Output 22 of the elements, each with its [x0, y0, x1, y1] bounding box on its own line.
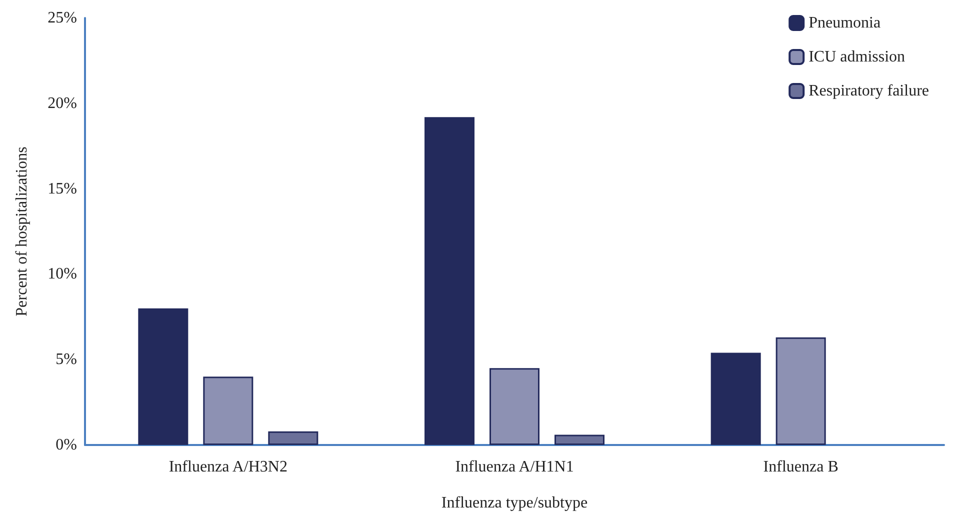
x-tick-label: Influenza A/H1N1: [455, 458, 574, 476]
y-tick-label: 15%: [48, 180, 77, 198]
y-tick-label: 20%: [48, 94, 77, 112]
y-tick-label: 0%: [56, 436, 77, 454]
x-tick-label: Influenza B: [763, 458, 838, 476]
x-tick-label: Influenza A/H3N2: [168, 458, 288, 476]
x-axis-title: Influenza type/subtype: [441, 494, 588, 512]
bar: [424, 117, 474, 445]
bar: [710, 352, 761, 445]
bar: [268, 431, 318, 445]
bar: [776, 337, 826, 445]
legend-label: Pneumonia: [808, 14, 881, 32]
y-axis-title: Percent of hospitalizations: [14, 146, 30, 316]
bar: [554, 434, 604, 445]
bar: [203, 376, 254, 445]
y-tick-label: 25%: [48, 10, 77, 26]
y-tick-label: 5%: [56, 351, 77, 368]
legend-label: Respiratory failure: [808, 82, 930, 100]
bar: [138, 308, 188, 445]
y-tick-label: 10%: [48, 266, 77, 283]
legend-label: ICU admission: [808, 48, 906, 66]
bar: [490, 368, 540, 445]
